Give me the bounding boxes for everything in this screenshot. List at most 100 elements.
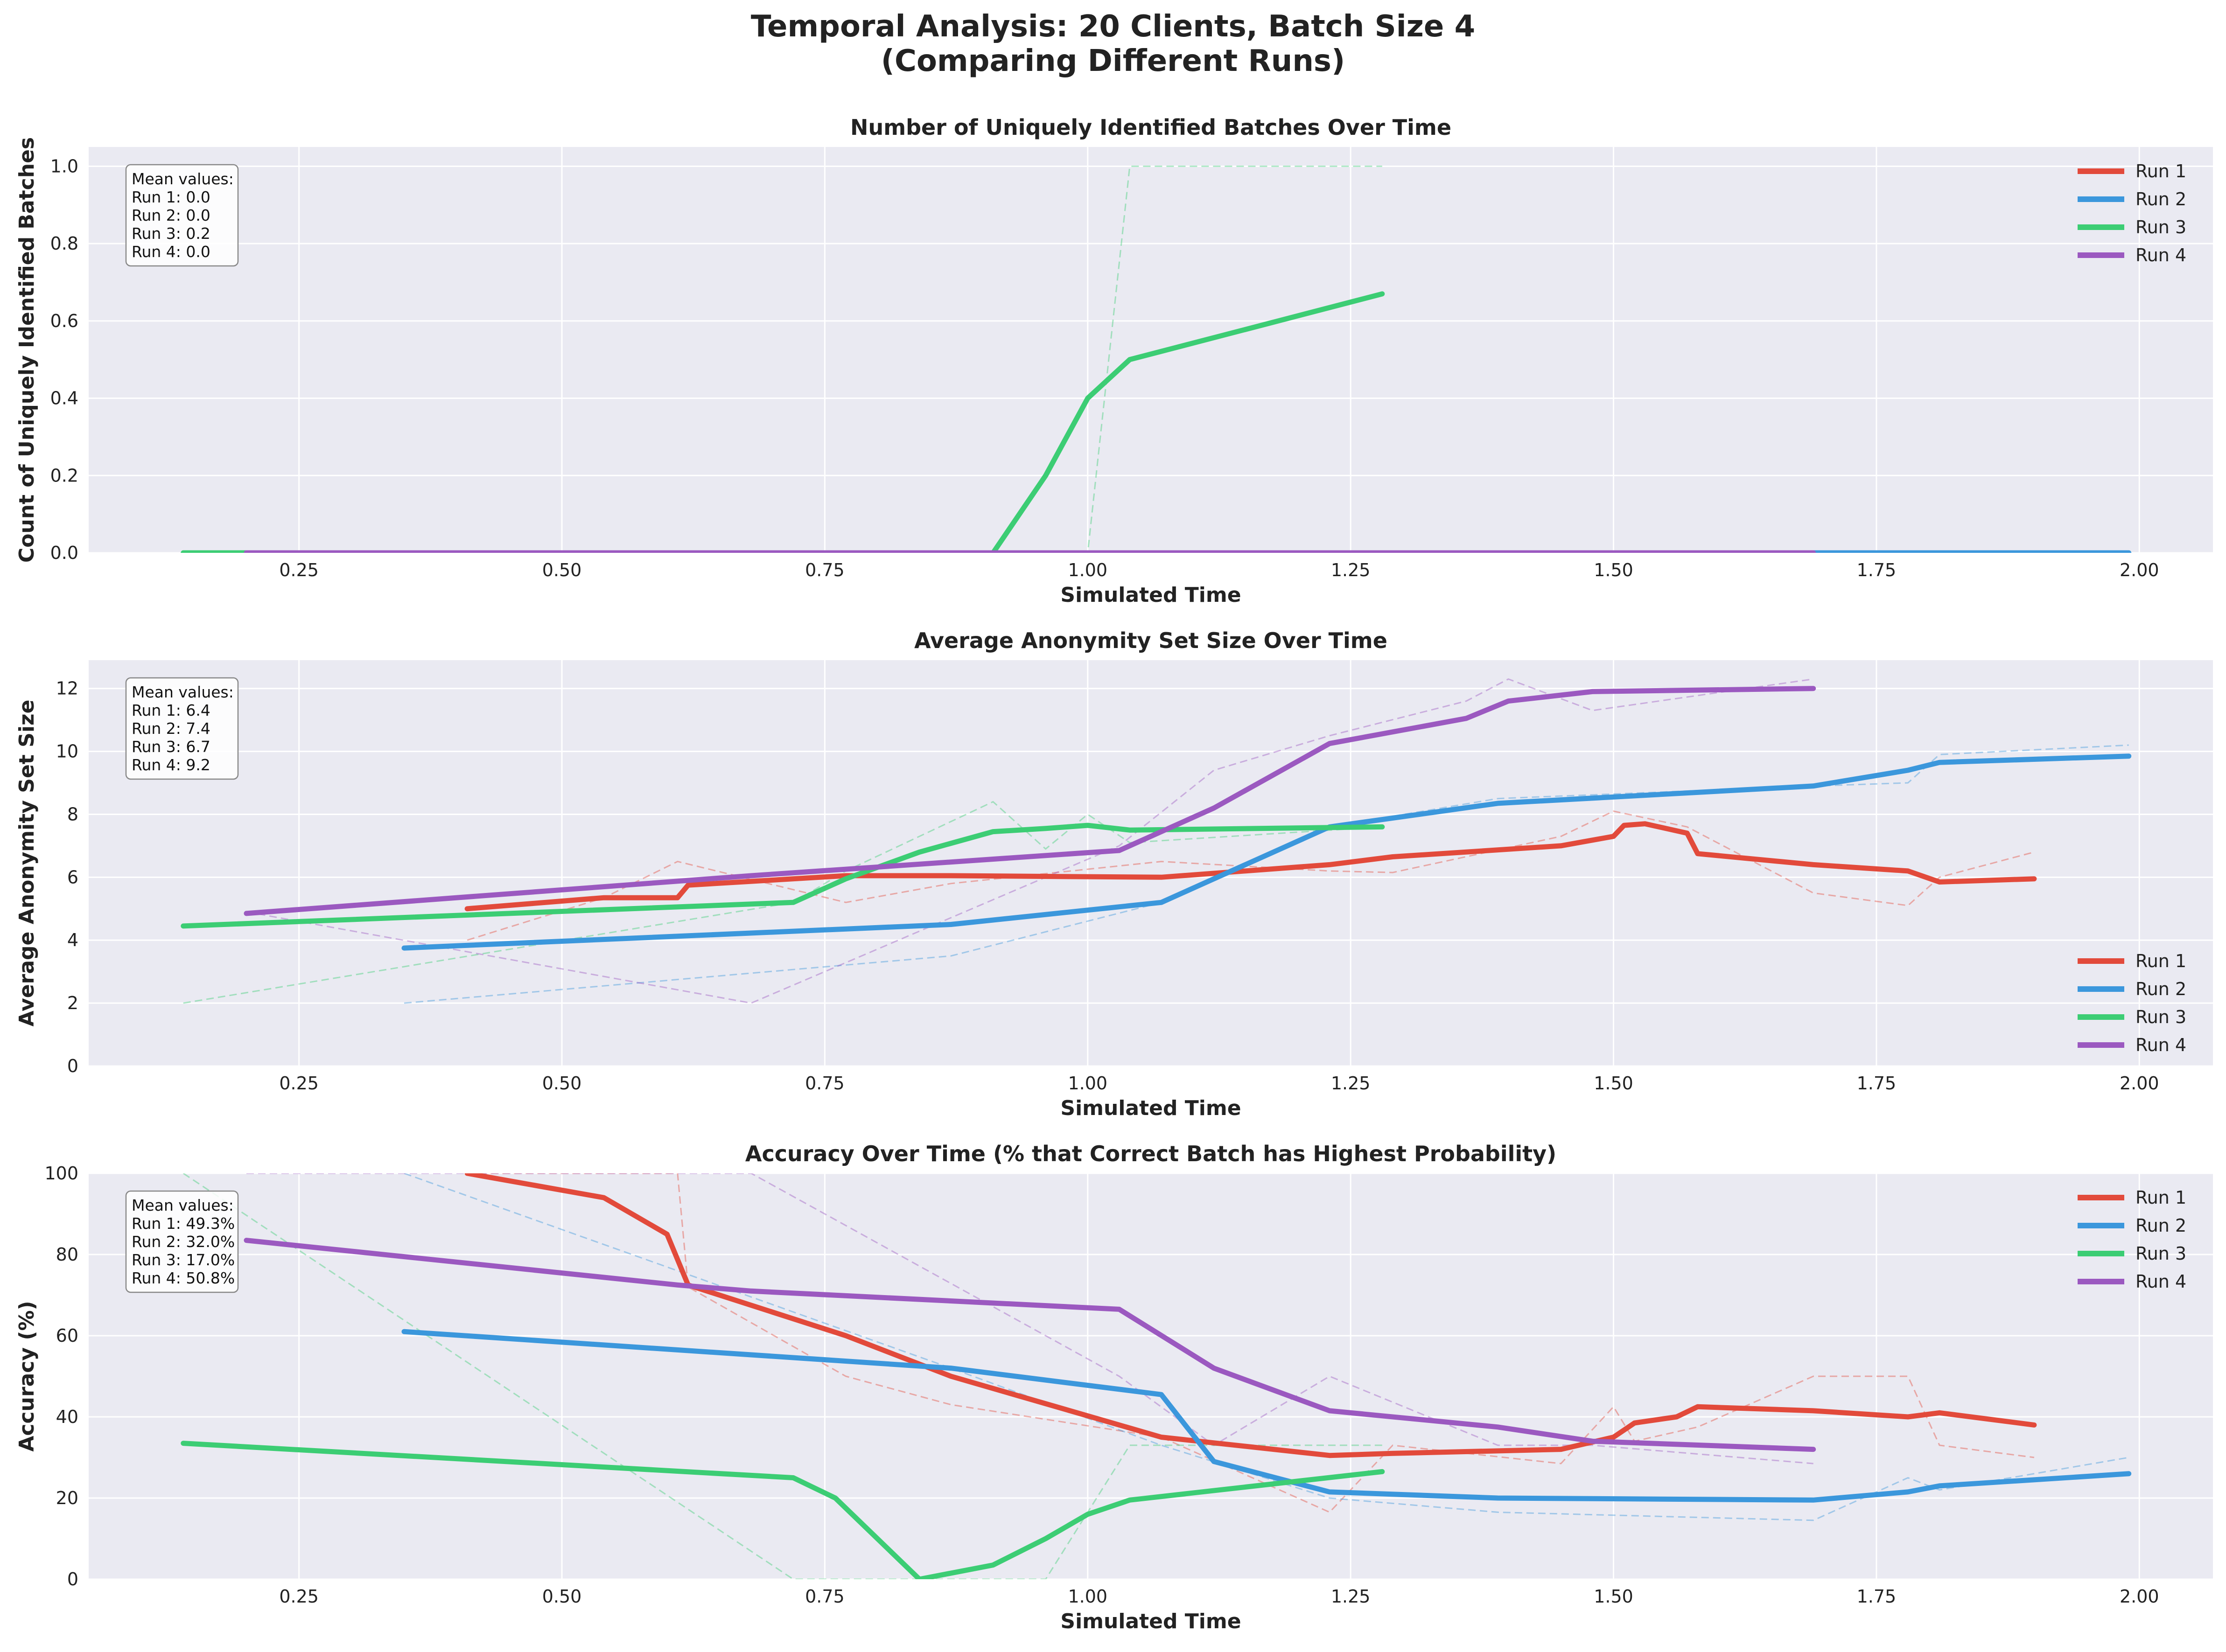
chart-1-x-tick-label: 1.25 bbox=[1331, 1073, 1371, 1094]
chart-0-x-tick-label: 1.25 bbox=[1331, 560, 1371, 580]
chart-2-y-tick-label: 40 bbox=[56, 1407, 78, 1427]
chart-2-y-tick-label: 60 bbox=[56, 1325, 78, 1346]
chart-1-run-2-smoothed-line bbox=[401, 753, 2132, 951]
chart-0-mean-box-heading: Mean values: bbox=[132, 170, 234, 188]
chart-2-mean-values-box: Mean values:Run 1: 49.3%Run 2: 32.0%Run … bbox=[125, 1190, 239, 1293]
chart-1-x-tick-label: 1.50 bbox=[1594, 1073, 1633, 1094]
chart-2-title: Accuracy Over Time (% that Correct Batch… bbox=[745, 1141, 1556, 1166]
chart-1-x-tick-label: 0.25 bbox=[279, 1073, 319, 1094]
chart-1-run-1-smoothed-line bbox=[464, 821, 2037, 912]
chart-0-mean-box-line: Run 2: 0.0 bbox=[132, 206, 210, 224]
chart-2-mean-box-heading: Mean values: bbox=[132, 1196, 234, 1214]
chart-0-y-tick-label: 1.0 bbox=[50, 156, 78, 176]
chart-0-y-tick-label: 0.6 bbox=[50, 311, 78, 331]
chart-1-legend-run-3-label: Run 3 bbox=[2135, 1007, 2186, 1027]
chart-2-mean-box-line: Run 4: 50.8% bbox=[132, 1269, 235, 1287]
chart-2-x-tick-label: 1.75 bbox=[1857, 1586, 1897, 1607]
chart-1-x-tick-label: 1.00 bbox=[1068, 1073, 1107, 1094]
chart-0-y-axis-label: Count of Uniquely Identified Batches bbox=[15, 137, 39, 563]
chart-1-mean-box-frame bbox=[125, 677, 239, 780]
chart-1-run-2-raw-line bbox=[404, 744, 2129, 1004]
chart-0-legend-run-4-label: Run 4 bbox=[2135, 245, 2186, 265]
chart-2-legend-run-4-label: Run 4 bbox=[2135, 1271, 2186, 1292]
chart-2-legend-run-2-label: Run 2 bbox=[2135, 1215, 2186, 1236]
chart-1-series-group bbox=[181, 678, 2132, 1004]
chart-1-mean-box-line: Run 3: 6.7 bbox=[132, 738, 210, 756]
chart-0-y-tick-label: 0.4 bbox=[50, 388, 78, 409]
chart-2-run-4-smoothed-line bbox=[244, 1238, 1816, 1452]
chart-1-run-4-smoothed-line bbox=[244, 686, 1816, 916]
chart-1-mean-box-line: Run 4: 9.2 bbox=[132, 756, 210, 774]
chart-1-x-tick-label: 0.50 bbox=[542, 1073, 582, 1094]
chart-0-x-tick-label: 2.00 bbox=[2120, 560, 2159, 580]
chart-0-series-group bbox=[181, 165, 2132, 553]
chart-1-run-3-raw-line bbox=[183, 801, 1382, 1004]
chart-2-run-1-smoothed-line bbox=[464, 1173, 2037, 1458]
chart-2-legend-run-1-label: Run 1 bbox=[2135, 1187, 2186, 1208]
chart-1-x-tick-label: 0.75 bbox=[805, 1073, 845, 1094]
panel-accuracy: 0.25 0.50 0.75 1.00 1.25 1.50 1.75 2.00 0 20 40 60 8… bbox=[15, 1141, 2213, 1633]
chart-1-y-tick-label: 0 bbox=[67, 1056, 78, 1076]
chart-2-y-tick-label: 100 bbox=[44, 1163, 78, 1184]
chart-2-x-tick-label: 0.25 bbox=[279, 1586, 319, 1607]
chart-0-run-3-smoothed-line bbox=[181, 291, 1385, 553]
chart-2-x-tick-label: 0.50 bbox=[542, 1586, 582, 1607]
chart-1-title: Average Anonymity Set Size Over Time bbox=[914, 628, 1387, 653]
chart-0-legend-run-1-label: Run 1 bbox=[2135, 161, 2186, 181]
figure-title-line-1: Temporal Analysis: 20 Clients, Batch Siz… bbox=[751, 9, 1475, 44]
chart-2-y-tick-label: 80 bbox=[56, 1244, 78, 1265]
chart-2-x-axis-label: Simulated Time bbox=[1060, 1610, 1241, 1633]
chart-0-mean-box-line: Run 1: 0.0 bbox=[132, 188, 210, 206]
chart-1-plot-area bbox=[89, 660, 2213, 1066]
chart-0-mean-box-frame bbox=[125, 164, 239, 267]
chart-1-y-tick-label: 12 bbox=[56, 678, 78, 699]
chart-0-x-tick-label: 0.50 bbox=[542, 560, 582, 580]
chart-1-y-axis-label: Average Anonymity Set Size bbox=[15, 700, 39, 1027]
chart-0-legend-run-2-label: Run 2 bbox=[2135, 189, 2186, 209]
chart-1-y-tick-label: 6 bbox=[67, 867, 78, 887]
figure-title-line-2: (Comparing Different Runs) bbox=[881, 44, 1345, 78]
chart-1-legend-run-4-label: Run 4 bbox=[2135, 1035, 2186, 1055]
chart-2-x-tick-label: 1.50 bbox=[1594, 1586, 1633, 1607]
chart-2-y-tick-label: 20 bbox=[56, 1488, 78, 1508]
chart-1-run-3-smoothed-line bbox=[181, 823, 1385, 929]
chart-1-legend: Run 1 Run 2 Run 3 Run 4 bbox=[2078, 951, 2186, 1055]
chart-2-legend: Run 1 Run 2 Run 3 Run 4 bbox=[2078, 1187, 2186, 1292]
chart-2-x-tick-label: 1.25 bbox=[1331, 1586, 1371, 1607]
chart-2-mean-box-frame bbox=[125, 1190, 239, 1293]
chart-0-title: Number of Uniquely Identified Batches Ov… bbox=[850, 115, 1451, 140]
chart-2-legend-run-3-label: Run 3 bbox=[2135, 1243, 2186, 1264]
chart-2-x-tick-label: 2.00 bbox=[2120, 1586, 2159, 1607]
chart-0-legend-run-3-label: Run 3 bbox=[2135, 217, 2186, 237]
chart-2-plot-area bbox=[89, 1173, 2213, 1579]
chart-0-x-tick-label: 1.00 bbox=[1068, 560, 1107, 580]
chart-1-y-tick-label: 4 bbox=[67, 930, 78, 950]
chart-1-mean-box-line: Run 1: 6.4 bbox=[132, 701, 210, 719]
chart-0-x-tick-label: 1.75 bbox=[1857, 560, 1897, 580]
chart-0-x-tick-label: 0.25 bbox=[279, 560, 319, 580]
chart-0-legend: Run 1 Run 2 Run 3 Run 4 bbox=[2078, 161, 2186, 265]
chart-1-y-tick-label: 8 bbox=[67, 804, 78, 824]
chart-2-series-group bbox=[181, 1173, 2132, 1579]
chart-1-mean-box-heading: Mean values: bbox=[132, 683, 234, 701]
chart-2-y-tick-label: 0 bbox=[67, 1569, 78, 1589]
chart-2-run-3-smoothed-line bbox=[181, 1441, 1385, 1579]
chart-0-x-axis-label: Simulated Time bbox=[1060, 583, 1241, 607]
chart-2-mean-box-line: Run 3: 17.0% bbox=[132, 1251, 235, 1269]
chart-0-plot-area bbox=[89, 147, 2213, 553]
chart-0-x-tick-label: 1.50 bbox=[1594, 560, 1633, 580]
chart-0-y-tick-label: 0.2 bbox=[50, 465, 78, 486]
chart-2-y-axis-label: Accuracy (%) bbox=[15, 1301, 39, 1451]
chart-2-run-1-raw-line bbox=[467, 1173, 2035, 1513]
chart-0-y-tick-label: 0.0 bbox=[50, 543, 78, 563]
chart-1-x-axis-label: Simulated Time bbox=[1060, 1096, 1241, 1120]
chart-1-y-tick-label: 2 bbox=[67, 993, 78, 1013]
panel-unique-batches: 0.25 0.50 0.75 1.00 1.25 1.50 1.75 2.00 0.0 0.2 0.… bbox=[15, 115, 2213, 607]
chart-1-x-tick-label: 2.00 bbox=[2120, 1073, 2159, 1094]
chart-2-x-tick-label: 0.75 bbox=[805, 1586, 845, 1607]
chart-1-y-tick-label: 10 bbox=[56, 741, 78, 762]
chart-1-run-4-raw-line bbox=[246, 678, 1813, 1004]
